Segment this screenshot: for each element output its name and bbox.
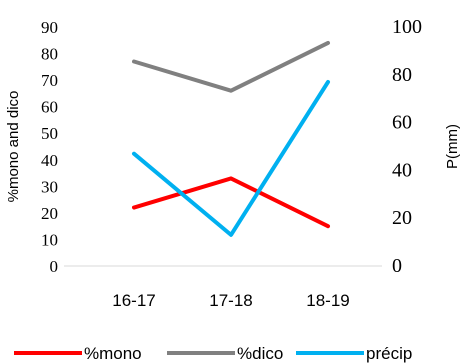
legend: %mono %dico précip — [14, 344, 412, 363]
legend-label: %dico — [237, 344, 283, 363]
series-lines — [132, 40, 330, 237]
left-tick-label: 70 — [41, 71, 58, 90]
left-tick-label: 20 — [41, 204, 58, 223]
right-axis-title: P(mm) — [444, 124, 461, 169]
x-tick-label: 16-17 — [112, 291, 155, 310]
left-tick-label: 80 — [41, 45, 58, 64]
left-tick-label: 10 — [41, 230, 58, 249]
left-tick-label: 90 — [41, 18, 58, 37]
right-tick-label: 60 — [392, 112, 412, 134]
right-tick-label: 100 — [392, 16, 422, 38]
legend-label: précip — [366, 344, 412, 363]
right-tick-label: 0 — [392, 255, 402, 277]
x-tick-label: 17-18 — [209, 291, 252, 310]
left-tick-label: 0 — [50, 257, 59, 276]
series-line-dico — [132, 40, 330, 93]
left-tick-label: 60 — [41, 98, 58, 117]
x-axis-ticks: 16-17 17-18 18-19 — [112, 291, 349, 310]
right-tick-label: 20 — [392, 207, 412, 229]
right-tick-label: 40 — [392, 159, 412, 181]
series-line-prcip — [132, 80, 330, 237]
legend-label: %mono — [84, 344, 142, 363]
left-axis-ticks: 0 10 20 30 40 50 60 70 80 90 — [41, 18, 58, 276]
series-line-mono — [132, 176, 330, 229]
right-axis-ticks: 0 20 40 60 80 100 — [392, 16, 422, 277]
left-tick-label: 40 — [41, 151, 58, 170]
left-tick-label: 50 — [41, 124, 58, 143]
x-tick-label: 18-19 — [306, 291, 349, 310]
left-axis-title: %mono and dico — [5, 91, 22, 203]
left-tick-label: 30 — [41, 177, 58, 196]
right-tick-label: 80 — [392, 64, 412, 86]
